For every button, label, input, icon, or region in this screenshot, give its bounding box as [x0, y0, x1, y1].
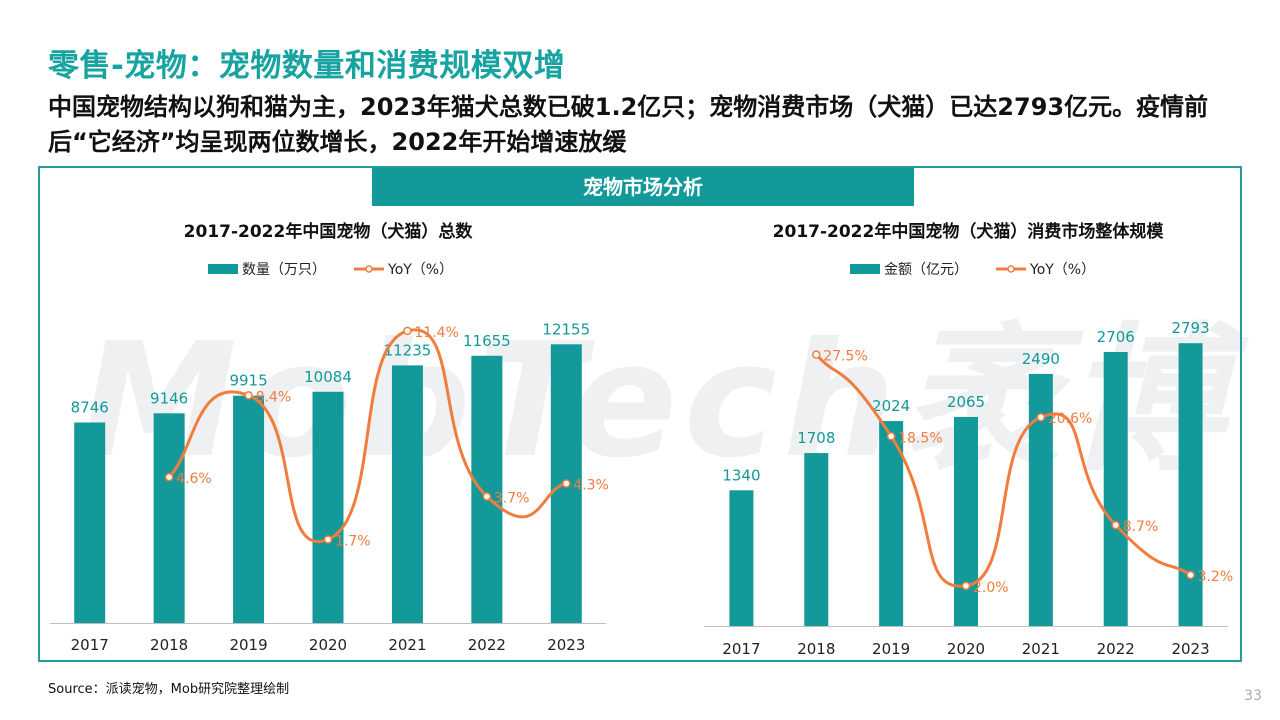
- x-tick-2017: 2017: [71, 636, 109, 654]
- x-tick-2022: 2022: [1097, 640, 1135, 658]
- yoy-label-2023: 4.3%: [573, 478, 609, 494]
- x-tick-2021: 2021: [388, 636, 426, 654]
- yoy-line: [168, 328, 567, 544]
- yoy-label-2019: 18.5%: [898, 430, 942, 446]
- bar-label-2021: 2490: [1022, 350, 1060, 368]
- bar-label-2022: 2706: [1097, 328, 1135, 346]
- bar-2020: [954, 416, 978, 626]
- x-tick-2019: 2019: [872, 640, 910, 658]
- page-subtitle: 中国宠物结构以狗和猫为主，2023年猫犬总数已破1.2亿只；宠物消费市场（犬猫）…: [48, 93, 1209, 156]
- bar-2022: [1103, 352, 1128, 626]
- x-tick-2021: 2021: [1022, 640, 1060, 658]
- bar-label-2022: 11655: [463, 332, 511, 350]
- yoy-point-2021: [1036, 412, 1046, 422]
- source-note: Source：派读宠物，Mob研究院整理绘制: [48, 682, 290, 697]
- bar-label-2019: 2024: [872, 397, 910, 415]
- bar-2019: [233, 395, 265, 623]
- bar-2017: [729, 490, 754, 626]
- x-tick-2018: 2018: [797, 640, 835, 658]
- bar-label-2020: 10084: [304, 368, 352, 386]
- bar-2019: [879, 421, 904, 626]
- bar-2021: [391, 365, 423, 623]
- yoy-label-2021: 11.4%: [414, 325, 458, 341]
- bar-2018: [153, 413, 185, 623]
- chart-legend: 金额（亿元） YoY（%）: [850, 262, 1095, 278]
- bar-label-2023: 12155: [542, 320, 590, 338]
- legend-label-bar: 数量（万只）: [242, 262, 326, 278]
- chart-title: 2017-2022年中国宠物（犬猫）消费市场整体规模: [773, 221, 1165, 242]
- panel-header: 宠物市场分析: [372, 168, 914, 206]
- legend-swatch-bar: [208, 264, 238, 274]
- yoy-point-2018: [812, 350, 821, 359]
- legend-label-line: YoY（%）: [1029, 262, 1095, 278]
- bar-label-2018: 1708: [797, 429, 835, 447]
- legend-marker: [1007, 265, 1015, 273]
- yoy-line: [815, 353, 1192, 588]
- legend-label-bar: 金额（亿元）: [884, 262, 968, 278]
- bar-label-2017: 1340: [722, 466, 760, 484]
- bar-2020: [312, 391, 344, 623]
- yoy-point-2020: [323, 535, 333, 544]
- bar-2022: [471, 355, 503, 623]
- x-tick-2022: 2022: [468, 636, 506, 654]
- bar-2018: [804, 453, 829, 626]
- yoy-label-2019: 8.4%: [256, 389, 292, 405]
- bar-2017: [74, 422, 106, 623]
- bar-label-2020: 2065: [947, 393, 985, 411]
- legend-label-line: YoY（%）: [387, 262, 453, 278]
- bar-label-2017: 8746: [71, 398, 109, 416]
- bar-label-2023: 2793: [1171, 319, 1209, 337]
- yoy-label-2020: 1.7%: [335, 533, 371, 549]
- x-tick-2017: 2017: [722, 640, 760, 658]
- chart-panel: [38, 166, 1242, 662]
- yoy-point-2023: [1186, 570, 1195, 580]
- yoy-point-2023: [562, 479, 571, 488]
- page-number: 33: [1244, 688, 1262, 704]
- bar-label-2019: 9915: [229, 372, 267, 390]
- bar-label-2018: 9146: [150, 389, 188, 407]
- yoy-point-2021: [403, 326, 412, 336]
- yoy-label-2021: 20.6%: [1048, 411, 1092, 427]
- yoy-point-2020: [961, 581, 971, 591]
- x-tick-2023: 2023: [547, 636, 585, 654]
- x-tick-2020: 2020: [309, 636, 347, 654]
- yoy-label-2020: 2.0%: [973, 580, 1009, 596]
- x-tick-2019: 2019: [229, 636, 267, 654]
- yoy-point-2019: [244, 391, 253, 400]
- bar-label-2021: 11235: [384, 341, 432, 359]
- x-tick-2018: 2018: [150, 636, 188, 654]
- x-tick-2020: 2020: [947, 640, 985, 658]
- page-title: 零售-宠物：宠物数量和消费规模双增: [48, 48, 566, 84]
- yoy-label-2023: 3.2%: [1198, 569, 1234, 585]
- chart-title: 2017-2022年中国宠物（犬猫）总数: [184, 221, 474, 242]
- yoy-point-2018: [164, 472, 174, 482]
- yoy-point-2022: [482, 492, 492, 501]
- yoy-point-2022: [1111, 520, 1120, 530]
- yoy-label-2022: 3.7%: [494, 490, 530, 506]
- chart-legend: 数量（万只） YoY（%）: [208, 262, 453, 278]
- yoy-label-2018: 27.5%: [823, 349, 867, 365]
- legend-marker: [365, 265, 373, 273]
- yoy-point-2019: [886, 432, 896, 441]
- legend-swatch-bar: [850, 264, 880, 274]
- x-tick-2023: 2023: [1171, 640, 1209, 658]
- yoy-label-2022: 8.7%: [1123, 519, 1159, 535]
- yoy-label-2018: 4.6%: [176, 471, 212, 487]
